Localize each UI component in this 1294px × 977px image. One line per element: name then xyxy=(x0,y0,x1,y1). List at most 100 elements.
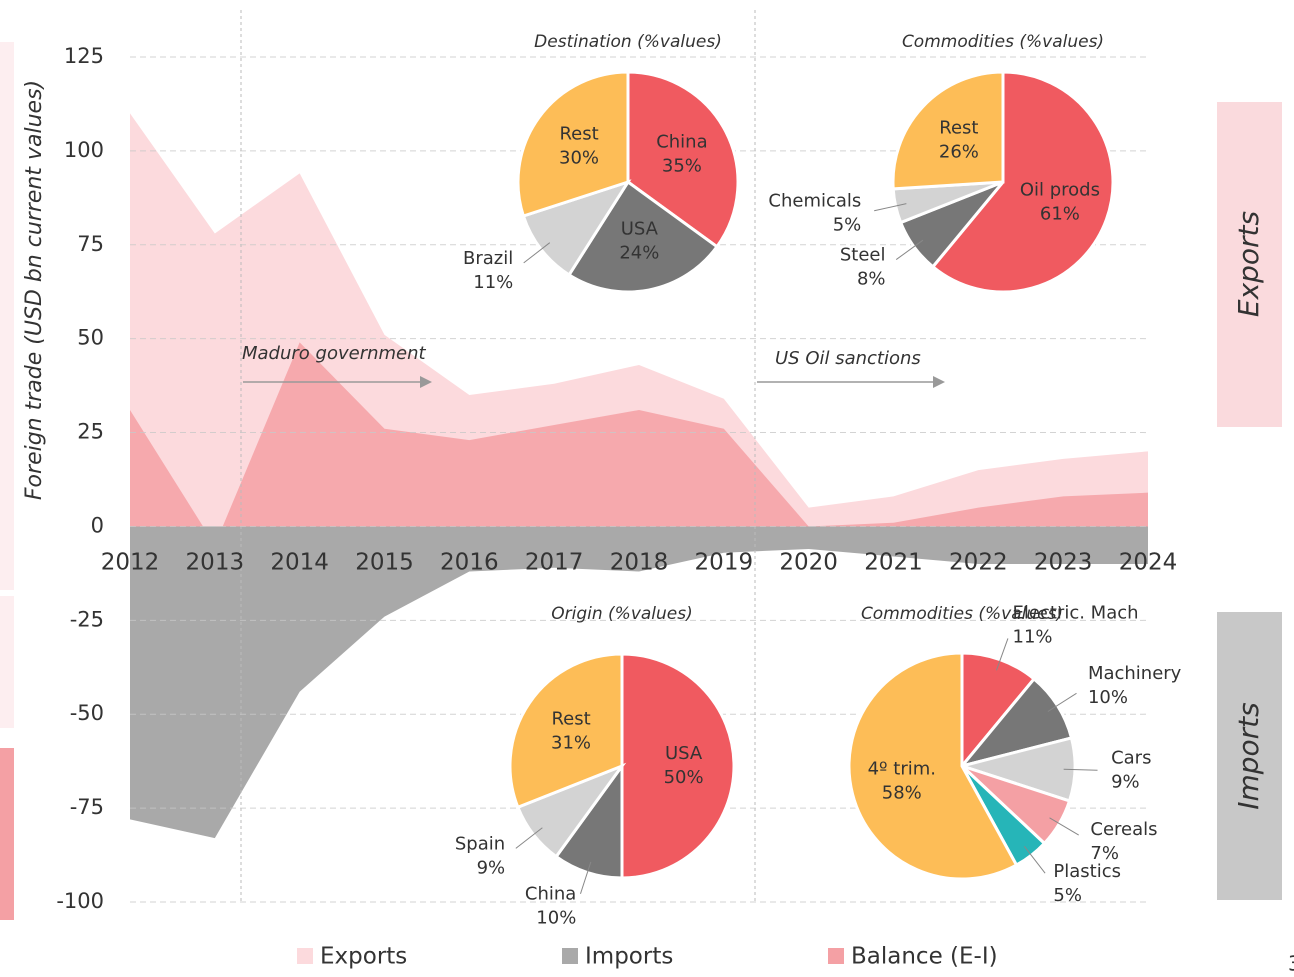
x-tick-label: 2021 xyxy=(864,550,923,576)
x-tick-label: 2018 xyxy=(610,550,669,576)
pie-label: Plastics xyxy=(1053,861,1121,882)
pie-value-label: 10% xyxy=(536,908,576,929)
leader-line xyxy=(1049,817,1079,836)
x-tick-label: 2017 xyxy=(525,550,584,576)
y-tick-label: 125 xyxy=(64,44,104,68)
pie-slice xyxy=(508,652,624,810)
annotation-arrow xyxy=(420,376,432,388)
pie-value-label: 10% xyxy=(1088,687,1128,708)
pie-label: Oil prods xyxy=(1020,179,1100,200)
x-tick-label: 2016 xyxy=(440,550,499,576)
pie-slice xyxy=(626,70,740,249)
y-tick-label: -50 xyxy=(70,701,104,725)
imports-panel xyxy=(1217,612,1282,900)
area xyxy=(130,526,1148,839)
side-band xyxy=(0,748,14,920)
pie-label: Machinery xyxy=(1088,663,1182,684)
pie-value-label: 7% xyxy=(1090,843,1119,864)
pie-label: Electric. Mach xyxy=(1013,603,1139,624)
leader-line xyxy=(1023,846,1046,874)
legend-swatch xyxy=(562,948,578,964)
leader-line xyxy=(515,827,543,849)
exports-panel xyxy=(1217,102,1282,427)
pie-title: Origin (%values) xyxy=(551,604,693,624)
page-number: 3 xyxy=(1288,952,1294,974)
pie-label: China xyxy=(656,132,707,153)
pie-slice xyxy=(516,70,630,218)
pie-title: Destination (%values) xyxy=(534,32,722,52)
annotation-arrow xyxy=(933,376,945,388)
area xyxy=(130,342,1148,546)
pie-label: Rest xyxy=(939,118,978,139)
pie-label: Rest xyxy=(559,123,598,144)
y-tick-label: 100 xyxy=(64,138,104,162)
x-tick-label: 2023 xyxy=(1034,550,1093,576)
x-tick-label: 2015 xyxy=(355,550,414,576)
pie-label: 4º trim. xyxy=(868,758,936,779)
pie-value-label: 50% xyxy=(664,767,704,788)
pie-slice xyxy=(930,70,1115,294)
pie-label: Chemicals xyxy=(768,191,861,212)
pie-value-label: 8% xyxy=(857,268,886,289)
side-band xyxy=(0,596,14,728)
y-tick-label: -25 xyxy=(70,607,104,631)
pie-slice xyxy=(891,70,1005,191)
x-tick-label: 2013 xyxy=(186,550,245,576)
legend-swatch xyxy=(297,948,313,964)
pie-value-label: 5% xyxy=(833,215,862,236)
pie-slice xyxy=(566,179,720,294)
legend-swatch xyxy=(828,948,844,964)
legend-label: Imports xyxy=(585,944,673,970)
pie-value-label: 11% xyxy=(473,272,513,293)
x-tick-label: 2022 xyxy=(949,550,1008,576)
y-tick-label: 0 xyxy=(91,513,104,537)
pie-value-label: 31% xyxy=(551,732,591,753)
leader-line xyxy=(579,861,592,894)
annotation: Maduro government xyxy=(242,343,427,364)
pie-value-label: 9% xyxy=(1111,772,1140,793)
pie-slice xyxy=(620,652,736,880)
pie-value-label: 24% xyxy=(619,242,659,263)
pie-value-label: 11% xyxy=(1013,627,1053,648)
leader-line xyxy=(874,203,907,212)
pie-slice xyxy=(847,651,1019,881)
legend-label: Exports xyxy=(320,944,407,970)
pie-value-label: 58% xyxy=(882,782,922,803)
leader-line xyxy=(1047,692,1077,712)
y-axis-label: Foreign trade (USD bn current values) xyxy=(22,80,47,500)
y-tick-label: -100 xyxy=(56,889,104,913)
pie-label: Steel xyxy=(840,244,886,265)
pie-label: Rest xyxy=(551,708,590,729)
pie-value-label: 26% xyxy=(939,142,979,163)
y-tick-label: 50 xyxy=(77,326,104,350)
pie-label: China xyxy=(525,884,576,905)
x-tick-label: 2019 xyxy=(695,550,754,576)
x-tick-label: 2014 xyxy=(270,550,329,576)
pie-label: Spain xyxy=(455,834,505,855)
x-tick-label: 2024 xyxy=(1119,550,1178,576)
pie-label: Cars xyxy=(1111,748,1151,769)
y-tick-label: 25 xyxy=(77,420,104,444)
pie-value-label: 30% xyxy=(559,147,599,168)
side-band xyxy=(0,42,14,590)
y-tick-label: 75 xyxy=(77,232,104,256)
legend-label: Balance (E-I) xyxy=(851,944,998,970)
panel-label: Exports xyxy=(1232,211,1265,317)
x-tick-label: 2012 xyxy=(101,550,160,576)
leader-line xyxy=(895,239,924,260)
pie-value-label: 61% xyxy=(1040,203,1080,224)
area xyxy=(130,113,1148,527)
pie-value-label: 5% xyxy=(1053,885,1082,906)
pie-label: Brazil xyxy=(463,248,513,269)
panel-label: Imports xyxy=(1232,702,1265,810)
pie-title: Commodities (%values) xyxy=(902,32,1104,52)
leader-line xyxy=(1063,768,1098,771)
pie-value-label: 9% xyxy=(477,858,506,879)
pie-title: Commodities (%values) xyxy=(861,604,1063,624)
pie-label: USA xyxy=(621,218,659,239)
pie-value-label: 35% xyxy=(662,156,702,177)
pie-label: USA xyxy=(665,743,703,764)
leader-line xyxy=(523,242,551,264)
annotation: US Oil sanctions xyxy=(775,348,921,369)
